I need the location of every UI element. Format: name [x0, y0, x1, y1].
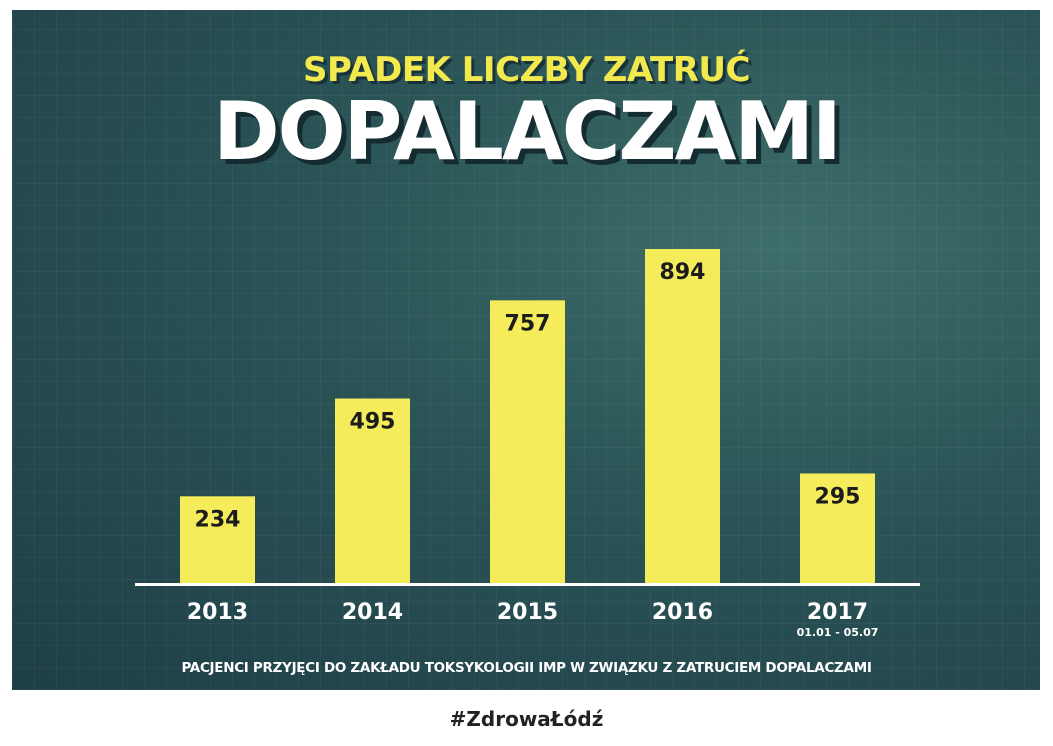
- data-label: 234: [195, 507, 241, 532]
- bar-2013: [180, 496, 255, 584]
- bar-2017: [800, 473, 875, 584]
- bar-2014: [335, 398, 410, 584]
- chart-subtitle: DOPALACZAMI: [213, 85, 842, 178]
- x-tick-label: 2014: [342, 600, 403, 625]
- bar-2016: [645, 249, 720, 584]
- bar-2015: [490, 300, 565, 584]
- x-tick-label: 2016: [652, 600, 713, 625]
- data-label: 295: [815, 484, 861, 509]
- x-axis-line: [135, 583, 920, 586]
- data-label: 757: [505, 311, 551, 336]
- x-tick-label: 2015: [497, 600, 558, 625]
- hashtag: #ZdrowaŁódź: [449, 707, 604, 731]
- data-label: 894: [660, 260, 706, 285]
- x-axis-label: PACJENCI PRZYJĘCI DO ZAKŁADU TOKSYKOLOGI…: [181, 660, 872, 676]
- chart-title: SPADEK LICZBY ZATRUĆ: [303, 50, 750, 90]
- x-tick-label: 2017: [807, 600, 868, 625]
- data-label: 495: [350, 410, 396, 435]
- x-tick-note: 01.01 - 05.07: [797, 626, 879, 639]
- x-tick-label: 2013: [187, 600, 248, 625]
